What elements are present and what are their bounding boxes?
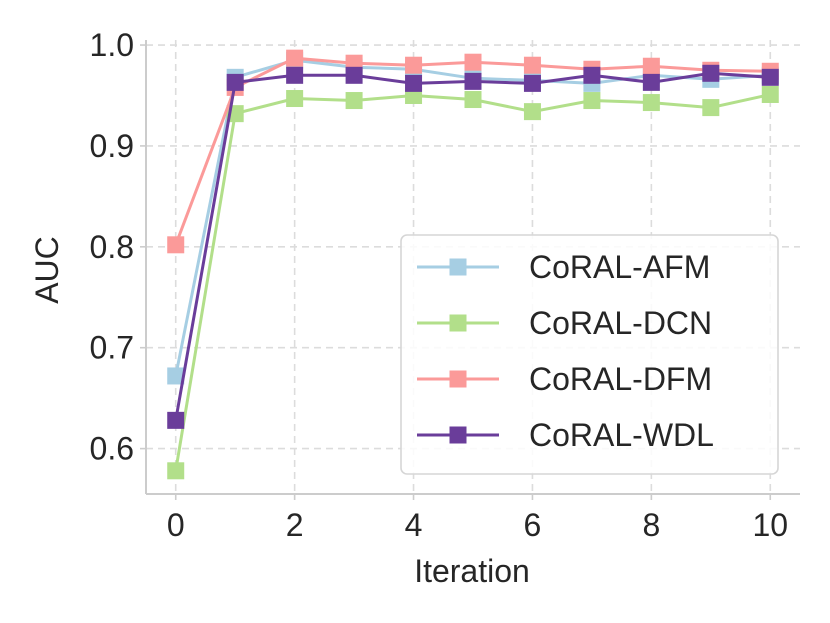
series-coral-wdl <box>167 64 779 429</box>
data-point <box>761 85 779 103</box>
data-point <box>464 53 482 71</box>
y-tick-label: 0.7 <box>90 330 134 366</box>
x-tick-label: 4 <box>405 507 423 543</box>
data-point <box>167 411 185 429</box>
data-point <box>583 92 601 110</box>
data-point <box>642 57 660 75</box>
series-group <box>167 49 779 480</box>
data-point <box>345 92 363 110</box>
axes <box>145 40 800 495</box>
x-tick-label: 8 <box>642 507 660 543</box>
data-point <box>642 94 660 112</box>
y-tick-label: 0.6 <box>90 431 134 467</box>
data-point <box>405 74 423 92</box>
data-point <box>345 66 363 84</box>
legend-marker <box>449 426 467 444</box>
legend-label: CoRAL-DCN <box>529 305 712 341</box>
legend-marker <box>449 370 467 388</box>
legend-item: CoRAL-DFM <box>417 361 712 397</box>
data-point <box>523 74 541 92</box>
legend: CoRAL-AFM CoRAL-DCN CoRAL-DFM CoRAL-WDL <box>400 234 779 475</box>
x-axis-label: Iteration <box>414 553 530 589</box>
legend-box <box>400 234 779 475</box>
legend-label: CoRAL-WDL <box>529 417 714 453</box>
legend-marker <box>449 258 467 276</box>
data-point <box>405 56 423 74</box>
legend-item: CoRAL-AFM <box>417 249 710 285</box>
data-point <box>583 66 601 84</box>
data-point <box>523 103 541 121</box>
data-point <box>702 99 720 117</box>
x-tick-label: 0 <box>167 507 185 543</box>
x-tick-label: 10 <box>752 507 788 543</box>
y-tick-label: 0.9 <box>90 128 134 164</box>
data-point <box>226 73 244 91</box>
data-point <box>167 236 185 254</box>
y-axis-label: AUC <box>29 236 65 304</box>
y-tick-label: 1.0 <box>90 27 134 63</box>
data-point <box>702 64 720 82</box>
data-point <box>464 91 482 109</box>
data-point <box>167 367 185 385</box>
data-point <box>286 90 304 108</box>
data-point <box>286 66 304 84</box>
y-tick-label: 0.8 <box>90 229 134 265</box>
data-point <box>167 462 185 480</box>
x-tick-label: 2 <box>286 507 304 543</box>
data-point <box>761 68 779 86</box>
data-point <box>286 49 304 67</box>
legend-label: CoRAL-DFM <box>529 361 712 397</box>
legend-label: CoRAL-AFM <box>529 249 710 285</box>
data-point <box>464 72 482 90</box>
data-point <box>642 73 660 91</box>
data-point <box>523 56 541 74</box>
y-ticks: 0.6 0.7 0.8 0.9 1.0 <box>90 27 146 467</box>
x-tick-label: 6 <box>524 507 542 543</box>
legend-item: CoRAL-DCN <box>417 305 712 341</box>
x-ticks: 0 2 4 6 8 10 <box>167 494 788 543</box>
legend-item: CoRAL-WDL <box>417 417 714 453</box>
legend-marker <box>449 314 467 332</box>
